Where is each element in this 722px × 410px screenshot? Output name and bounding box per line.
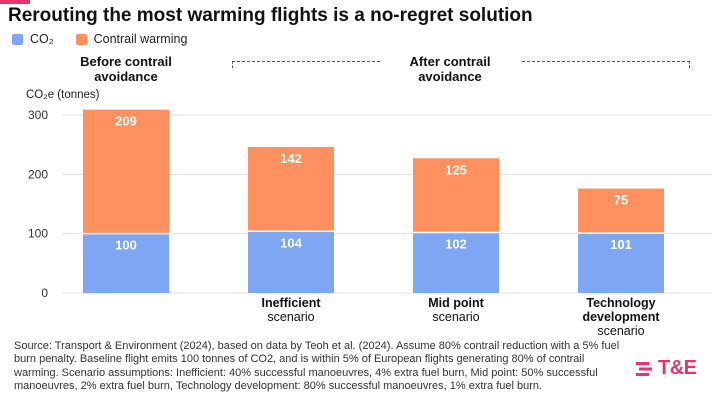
bar-co2-1 <box>248 231 334 293</box>
bar-co2-2 <box>413 232 499 293</box>
te-logo: T&E <box>636 357 697 380</box>
category-label-bold-3-1: development <box>582 310 660 324</box>
data-label-contrail-2: 125 <box>445 162 467 177</box>
data-label-contrail-0: 209 <box>115 114 137 129</box>
data-label-co2-1: 104 <box>280 235 302 250</box>
logo-text: T&E <box>658 357 697 379</box>
legend-label-co2: CO₂ <box>30 32 54 46</box>
category-label-bold-3-0: Technology <box>586 296 655 310</box>
category-label-1: scenario <box>267 310 314 324</box>
bar-chart: 0100200300100209104142Inefficientscenari… <box>28 108 712 338</box>
top-accent-bar <box>0 0 30 4</box>
category-label-3: scenario <box>597 324 644 338</box>
logo-mark-icon <box>636 361 652 376</box>
category-label-bold-2-0: Mid point <box>428 296 484 310</box>
bar-contrail-0 <box>83 109 169 234</box>
heading-after: After contrail avoidance <box>380 54 520 84</box>
bar-co2-0 <box>83 233 169 293</box>
y-tick-label-100: 100 <box>28 227 48 241</box>
source-note: Source: Transport & Environment (2024), … <box>14 340 620 393</box>
data-label-co2-2: 102 <box>445 236 467 251</box>
category-label-2: scenario <box>432 310 479 324</box>
bar-contrail-3 <box>578 188 664 234</box>
data-label-contrail-3: 75 <box>614 193 628 208</box>
legend-item-contrail: Contrail warming <box>75 32 188 46</box>
category-label-bold-1-0: Inefficient <box>261 296 321 310</box>
legend: CO₂ Contrail warming <box>12 32 187 46</box>
bar-contrail-2 <box>413 158 499 233</box>
y-tick-label-0: 0 <box>41 286 48 300</box>
bar-contrail-1 <box>248 147 334 232</box>
heading-before: Before contrail avoidance <box>80 54 172 84</box>
data-label-co2-0: 100 <box>115 238 137 253</box>
legend-label-contrail: Contrail warming <box>93 32 188 46</box>
data-label-contrail-1: 142 <box>280 151 302 166</box>
bar-co2-3 <box>578 233 664 293</box>
legend-item-co2: CO₂ <box>12 32 54 46</box>
legend-swatch-co2 <box>12 33 23 45</box>
y-axis-label: CO₂e (tonnes) <box>26 89 100 101</box>
y-tick-label-200: 200 <box>28 167 48 181</box>
chart-title: Rerouting the most warming flights is a … <box>8 5 533 26</box>
y-tick-label-300: 300 <box>28 108 48 122</box>
data-label-co2-3: 101 <box>610 237 632 252</box>
legend-swatch-contrail <box>75 33 87 45</box>
